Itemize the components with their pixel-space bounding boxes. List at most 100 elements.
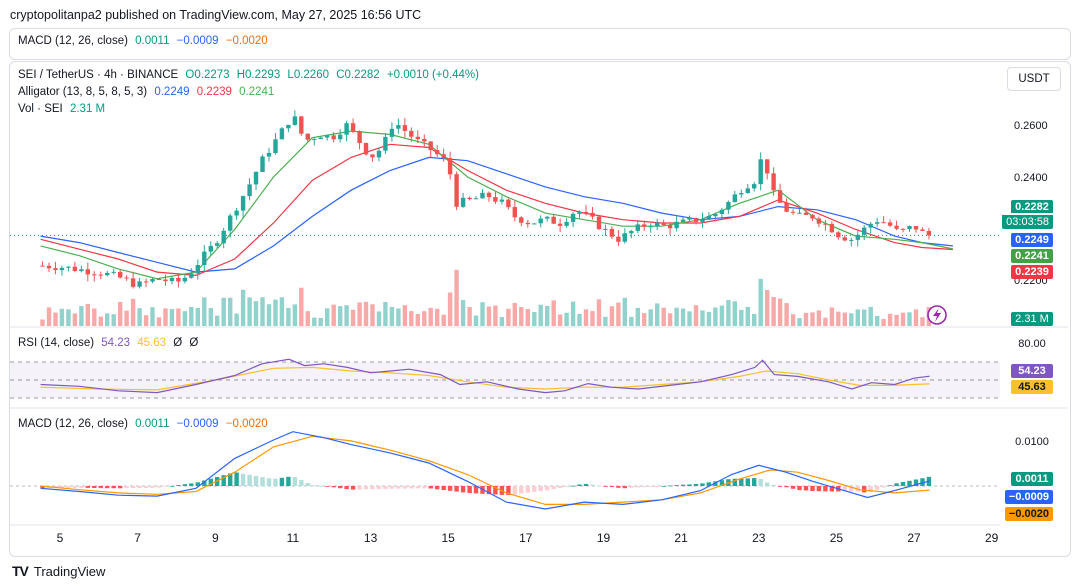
tradingview-footer[interactable]: TV TradingView [12, 563, 105, 579]
candle [111, 271, 116, 273]
last-price-tag: 0.2282 [1011, 200, 1053, 213]
currency-button[interactable]: USDT [1007, 67, 1061, 91]
rsi-ma-line [40, 366, 930, 391]
macd-hist-bar [913, 479, 919, 486]
candle [240, 196, 246, 211]
candle [228, 215, 233, 231]
volume-bar [66, 309, 71, 326]
macd-legend[interactable]: MACD (12, 26, close) 0.0011 −0.0009 −0.0… [18, 418, 272, 430]
macd-hist-bar [253, 476, 259, 486]
macd-name: MACD (12, 26, close) [18, 418, 128, 430]
candle [182, 277, 188, 282]
candle [253, 172, 259, 185]
candle [829, 223, 835, 233]
macd-hist-bar [163, 486, 168, 487]
candle [706, 216, 712, 220]
candle [739, 193, 744, 195]
candle [215, 243, 220, 246]
volume-bar [583, 309, 589, 326]
candle [803, 212, 809, 215]
ohlc-low: L0.2260 [287, 69, 329, 81]
volume-bar [732, 301, 737, 326]
candle [163, 279, 168, 282]
volume-bar [98, 316, 103, 326]
candle [435, 150, 440, 155]
top-macd-legend[interactable]: MACD (12, 26, close) 0.0011 −0.0009 −0.0… [18, 35, 272, 47]
macd-hist-bar [564, 486, 569, 487]
volume-bar [59, 308, 65, 326]
candle [823, 223, 828, 225]
macd-hist-bar [616, 486, 621, 488]
candle [79, 269, 84, 272]
macd-hist-bar [150, 486, 155, 488]
volume-bar [299, 287, 304, 326]
volume-bar [363, 301, 369, 326]
macd-hist-bar [279, 477, 285, 486]
macd-hist-bar [875, 486, 880, 490]
volume-bar [642, 313, 647, 326]
candle [506, 199, 511, 208]
volume-bar [564, 312, 569, 326]
macd-hist-bar [557, 486, 563, 488]
macd-hist-bar [583, 483, 589, 486]
volume-bar [46, 307, 52, 326]
macd-hist-bar [118, 486, 123, 489]
volume-bar [797, 318, 802, 326]
tradingview-logo-icon: TV [12, 563, 29, 579]
symbol-legend[interactable]: SEI / TetherUS · 4h · BINANCE O0.2273 H0… [18, 69, 483, 81]
volume-bar [648, 309, 653, 326]
volume-bar [661, 307, 666, 326]
macd-signal-tag: −0.0009 [1004, 490, 1053, 504]
candle [667, 224, 673, 229]
candle [680, 219, 686, 222]
volume-bar [629, 316, 634, 326]
candle [292, 116, 298, 125]
volume-bar [512, 303, 517, 326]
volume-bar [538, 304, 543, 326]
volume-bar [849, 313, 854, 326]
candle [195, 265, 200, 274]
volume-legend[interactable]: Vol · SEI 2.31 M [18, 103, 109, 115]
macd-hist-bar [72, 486, 78, 488]
macd-hist-bar [907, 480, 912, 486]
alligator-legend[interactable]: Alligator (13, 8, 5, 8, 5, 3) 0.2249 0.2… [18, 86, 278, 98]
macd-hist-bar [493, 486, 498, 495]
macd-hist-bar [894, 483, 899, 486]
volume-bar [855, 309, 860, 326]
volume-bar [228, 297, 233, 326]
rsi-legend[interactable]: RSI (14, close) 54.23 45.63 Ø Ø [18, 337, 202, 349]
macd-hist-bar [803, 486, 809, 491]
candle [564, 221, 569, 226]
macd-hist-bar [467, 486, 472, 493]
candle [189, 273, 194, 278]
volume-bar [603, 316, 608, 326]
top-legend-bar [9, 28, 1071, 60]
candle [765, 159, 770, 174]
volume-bar [693, 305, 699, 326]
candle [519, 217, 524, 223]
candle [532, 223, 537, 225]
volume-bar [752, 313, 757, 326]
volume-bar [389, 306, 395, 326]
candle [363, 143, 369, 155]
macd-hist-bar [862, 486, 867, 493]
candle [402, 125, 408, 131]
candle [868, 223, 873, 228]
candle [376, 150, 382, 158]
volume-bar [596, 299, 602, 326]
volume-bar [900, 312, 906, 326]
volume-bar [499, 317, 505, 326]
volume-bar [409, 311, 414, 326]
macd-hist-bar [739, 478, 744, 486]
macd-hist-bar [92, 486, 97, 488]
candle [312, 139, 317, 141]
candle [92, 274, 97, 276]
volume-bar [156, 317, 162, 326]
volume-bar [667, 313, 673, 326]
time-tick: 19 [596, 531, 611, 545]
volume-bar [454, 269, 459, 326]
candle [85, 269, 90, 275]
time-tick: 9 [211, 531, 219, 545]
volume-bar [396, 308, 401, 326]
